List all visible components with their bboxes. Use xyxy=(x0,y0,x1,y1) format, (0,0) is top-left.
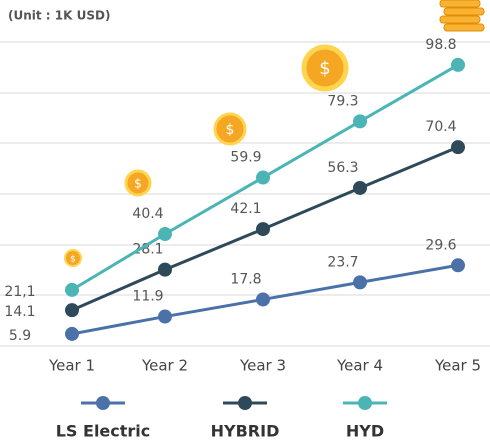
value-label: 5.9 xyxy=(9,328,31,344)
value-label: 29.6 xyxy=(425,237,456,253)
point xyxy=(65,303,79,317)
value-label: 11.9 xyxy=(132,289,163,305)
x-tick-label: Year 4 xyxy=(336,357,383,375)
svg-text:$: $ xyxy=(226,122,235,138)
point xyxy=(451,58,465,72)
legend-label: HYBRID xyxy=(211,422,280,441)
point xyxy=(256,171,270,185)
svg-text:$: $ xyxy=(70,255,76,265)
legend-marker xyxy=(96,396,110,410)
point xyxy=(451,140,465,154)
value-label: 98.8 xyxy=(425,37,456,53)
svg-text:$: $ xyxy=(319,58,330,79)
legend-label: HYD xyxy=(346,422,384,441)
point xyxy=(158,227,172,241)
value-label: 70.4 xyxy=(425,119,456,135)
point xyxy=(353,114,367,128)
legend-label: LS Electric xyxy=(56,422,151,441)
value-label: 42.1 xyxy=(230,201,261,217)
x-tick-label: Year 3 xyxy=(239,357,286,375)
x-tick-label: Year 2 xyxy=(141,357,188,375)
point xyxy=(65,283,79,297)
value-label: 79.3 xyxy=(327,93,358,109)
value-label: 40.4 xyxy=(132,206,163,222)
value-label: 23.7 xyxy=(327,254,358,270)
chart: (Unit : 1K USD) $ $ $ $ Year 1 Year 2 Year… xyxy=(0,0,490,444)
legend-marker xyxy=(238,396,252,410)
value-label: 21,1 xyxy=(4,284,35,300)
value-label: 17.8 xyxy=(230,271,261,287)
point xyxy=(158,310,172,324)
point xyxy=(353,275,367,289)
legend-marker xyxy=(358,396,372,410)
chart-subtitle: (Unit : 1K USD) xyxy=(8,9,110,23)
coin-icons: $ $ $ $ xyxy=(65,0,484,266)
point xyxy=(256,292,270,306)
point xyxy=(451,258,465,272)
svg-text:$: $ xyxy=(134,177,142,191)
value-label: 14.1 xyxy=(4,304,35,320)
x-tick-label: Year 1 xyxy=(48,357,95,375)
point xyxy=(158,263,172,277)
point xyxy=(65,327,79,341)
point xyxy=(256,222,270,236)
x-tick-label: Year 5 xyxy=(434,357,481,375)
value-label: 59.9 xyxy=(230,150,261,166)
point xyxy=(353,181,367,195)
value-label: 56.3 xyxy=(327,160,358,176)
